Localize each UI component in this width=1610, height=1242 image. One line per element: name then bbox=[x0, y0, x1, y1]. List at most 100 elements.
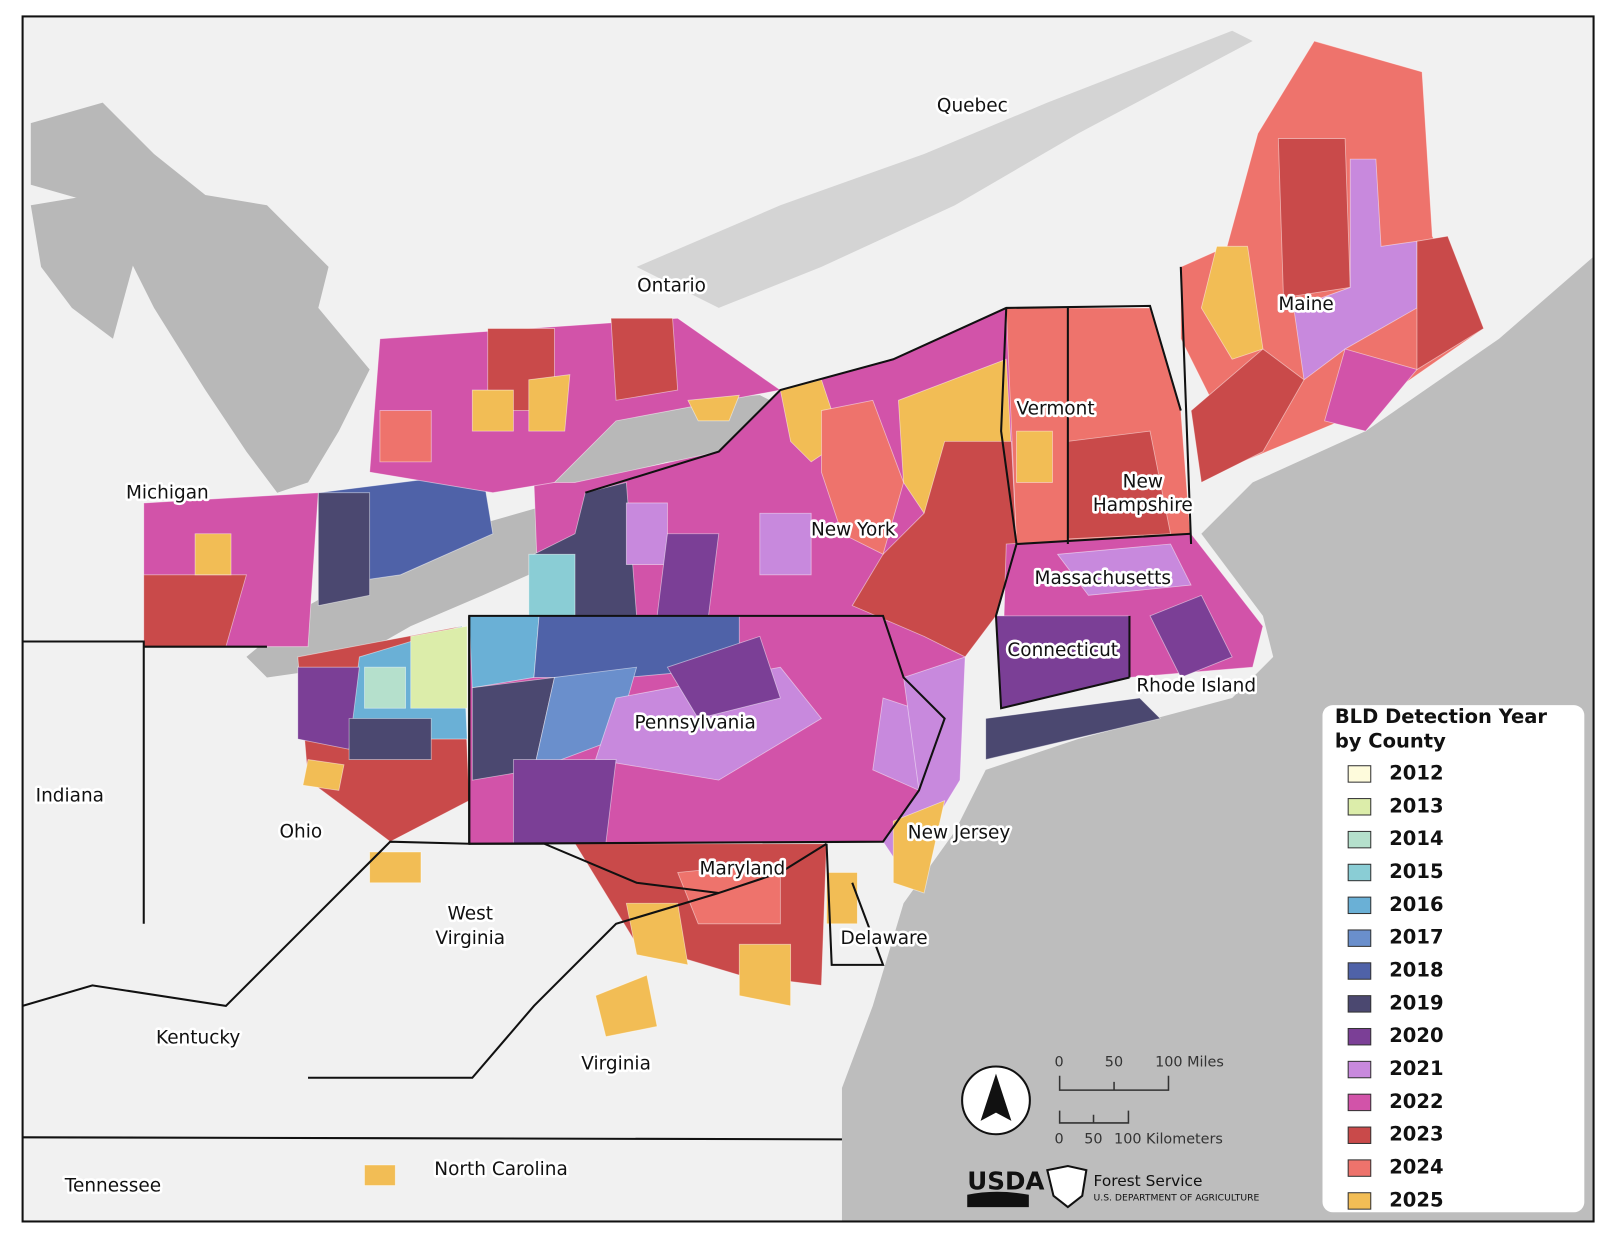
region bbox=[738, 943, 792, 1007]
place-label: West bbox=[448, 904, 493, 925]
legend-label: 2013 bbox=[1389, 794, 1443, 817]
region bbox=[821, 399, 905, 555]
legend: BLD Detection Year by County 2012 2013 201… bbox=[1322, 705, 1585, 1213]
legend-swatch bbox=[1347, 1159, 1372, 1177]
agency-name: Forest Service bbox=[1094, 1172, 1203, 1190]
region bbox=[610, 317, 679, 401]
region bbox=[410, 625, 468, 709]
legend-swatch bbox=[1347, 798, 1372, 816]
scale-label: 50 bbox=[1084, 1131, 1102, 1147]
place-label: New bbox=[1123, 471, 1163, 492]
region bbox=[364, 666, 406, 709]
region bbox=[302, 759, 345, 791]
legend-swatch bbox=[1347, 765, 1372, 783]
legend-title: BLD Detection Year bbox=[1335, 705, 1548, 728]
place-label: Vermont bbox=[1016, 399, 1094, 420]
legend-label: 2024 bbox=[1389, 1156, 1443, 1179]
place-label: Indiana bbox=[36, 786, 104, 807]
place-label: Virginia bbox=[581, 1053, 651, 1074]
region bbox=[656, 533, 720, 617]
legend-label: 2022 bbox=[1389, 1090, 1443, 1113]
region bbox=[759, 512, 812, 576]
legend-label: 2012 bbox=[1389, 761, 1443, 784]
region bbox=[369, 317, 782, 494]
place-label: New York bbox=[811, 520, 896, 541]
place-label: Michigan bbox=[126, 483, 209, 504]
legend-label: 2021 bbox=[1389, 1057, 1443, 1080]
region bbox=[677, 861, 781, 925]
legend-swatch bbox=[1347, 995, 1372, 1013]
department-name: U.S. DEPARTMENT OF AGRICULTURE bbox=[1094, 1192, 1260, 1203]
counties bbox=[143, 40, 1485, 1186]
border bbox=[1066, 266, 1193, 678]
region bbox=[1056, 543, 1192, 596]
scale-label: 100 Kilometers bbox=[1114, 1131, 1223, 1147]
place-label: Massachusetts bbox=[1035, 568, 1171, 589]
legend-label: 2017 bbox=[1389, 926, 1443, 949]
st-lawrence bbox=[636, 30, 1253, 308]
region bbox=[468, 615, 540, 689]
region bbox=[194, 533, 232, 576]
region bbox=[512, 759, 617, 845]
place-label: New Jersey bbox=[908, 822, 1011, 843]
scale-bar-miles bbox=[1058, 1075, 1170, 1091]
legend-swatch bbox=[1347, 863, 1372, 882]
region bbox=[369, 851, 422, 884]
legend-swatch bbox=[1347, 830, 1372, 849]
region bbox=[625, 502, 668, 565]
place-label: Quebec bbox=[937, 96, 1008, 117]
legend-swatch bbox=[1347, 962, 1372, 980]
legend-label: 2020 bbox=[1389, 1024, 1443, 1047]
region bbox=[528, 553, 576, 617]
place-labels: Quebec Ontario Michigan Maine Vermont Ne… bbox=[33, 93, 1336, 1199]
place-label: Rhode Island bbox=[1136, 676, 1256, 697]
region bbox=[985, 697, 1162, 761]
scale-label: 100 Miles bbox=[1155, 1054, 1224, 1070]
region bbox=[1016, 430, 1053, 483]
legend-label: 2014 bbox=[1389, 827, 1443, 850]
usda-logo: USDA bbox=[967, 1166, 1044, 1195]
region bbox=[471, 389, 514, 432]
legend-label: 2019 bbox=[1389, 991, 1443, 1014]
place-label: Maine bbox=[1278, 294, 1333, 315]
region bbox=[1416, 235, 1485, 371]
region bbox=[1149, 594, 1233, 678]
legend-label: 2025 bbox=[1389, 1188, 1443, 1211]
border bbox=[584, 304, 1182, 494]
region bbox=[379, 410, 432, 463]
legend-swatch bbox=[1347, 1093, 1372, 1112]
place-label: Connecticut bbox=[1007, 640, 1118, 661]
forest-service-shield bbox=[1046, 1164, 1088, 1209]
legend-swatch bbox=[1347, 1126, 1372, 1144]
region bbox=[1324, 348, 1418, 432]
region bbox=[528, 374, 571, 432]
region bbox=[892, 799, 946, 894]
region bbox=[851, 440, 1017, 658]
region bbox=[364, 1164, 396, 1186]
state-borders bbox=[22, 266, 1193, 1141]
scale-label: 0 bbox=[1055, 1131, 1064, 1147]
legend-label: 2015 bbox=[1389, 860, 1443, 883]
legend-title: by County bbox=[1335, 730, 1446, 753]
legend-label: 2016 bbox=[1389, 893, 1443, 916]
place-label: Maryland bbox=[700, 858, 786, 879]
place-label: Hampshire bbox=[1093, 495, 1193, 516]
region bbox=[1293, 158, 1418, 381]
border bbox=[22, 842, 842, 1141]
place-label: Ohio bbox=[280, 821, 323, 842]
border bbox=[994, 307, 1192, 710]
usda-swoosh bbox=[967, 1191, 1029, 1208]
legend-swatch bbox=[1347, 1192, 1372, 1210]
region bbox=[1200, 245, 1264, 360]
legend-box bbox=[1322, 705, 1585, 1213]
region bbox=[625, 902, 689, 966]
region bbox=[348, 718, 432, 760]
place-label: North Carolina bbox=[434, 1159, 568, 1180]
place-label: Virginia bbox=[435, 928, 505, 949]
place-label: Ontario bbox=[637, 275, 706, 296]
region bbox=[595, 974, 658, 1038]
legend-swatch bbox=[1347, 929, 1372, 947]
map-frame bbox=[21, 15, 1595, 1223]
place-label: Tennessee bbox=[64, 1176, 161, 1197]
